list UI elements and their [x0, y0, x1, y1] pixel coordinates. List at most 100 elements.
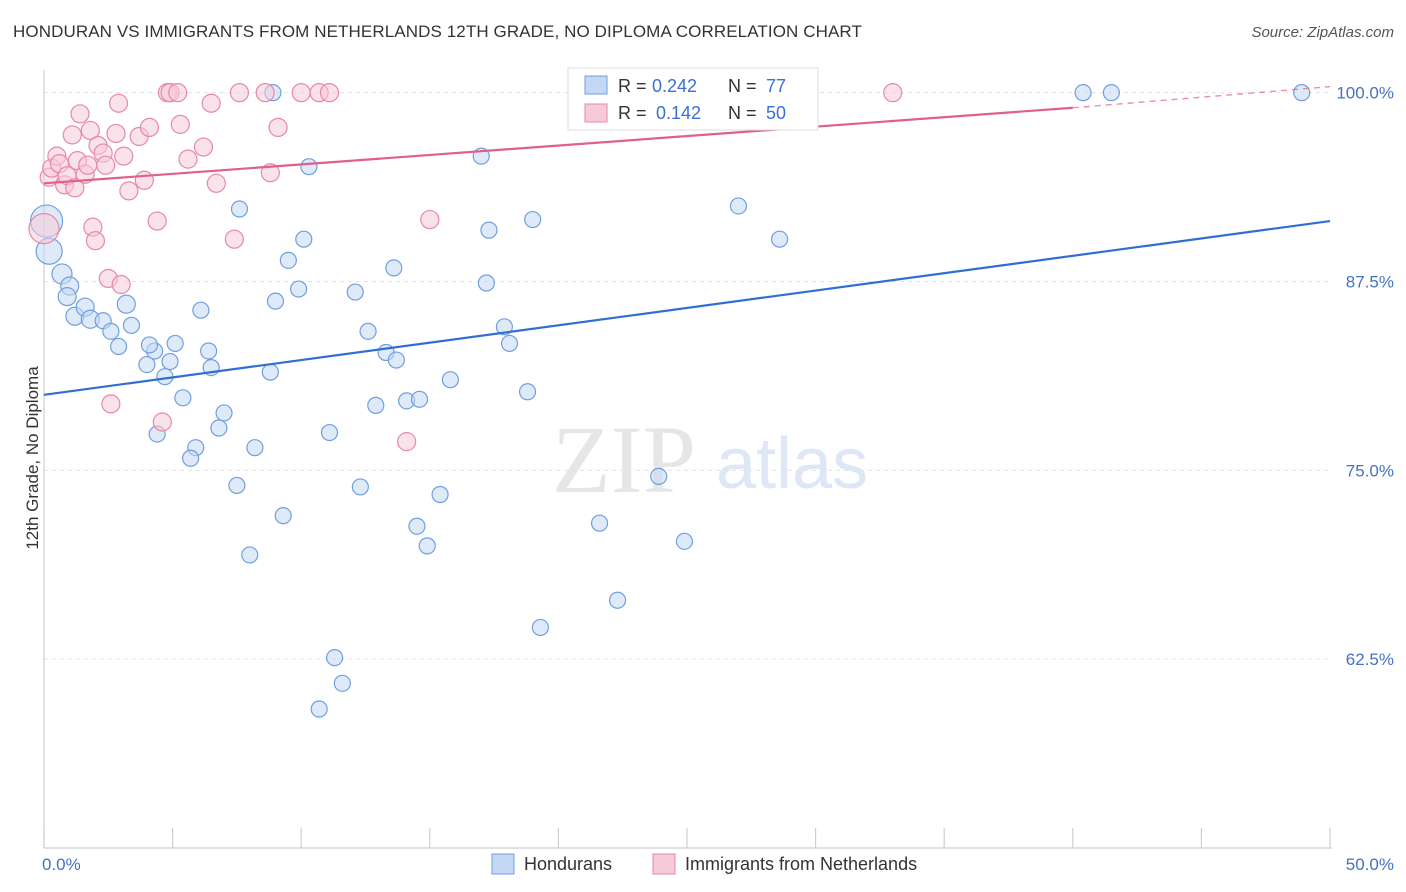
x-tick-label: 0.0%	[42, 855, 81, 874]
honduran-point	[531, 618, 549, 637]
netherlands-point	[62, 125, 82, 145]
honduran-point	[608, 591, 627, 609]
honduran-point	[387, 351, 405, 369]
honduran-point	[495, 318, 513, 336]
honduran-point	[518, 383, 537, 401]
honduran-point	[300, 158, 318, 176]
netherlands-point	[147, 211, 167, 231]
honduran-point	[477, 274, 495, 292]
honduran-point	[166, 334, 184, 353]
netherlands-point	[319, 83, 340, 103]
bottom-legend: Hondurans Immigrants from Netherlands	[491, 853, 917, 875]
netherlands-point	[291, 83, 311, 103]
legend: R = 0.242 N = 77 R = 0.142 N = 50	[567, 67, 819, 131]
legend-n-label: N =	[728, 103, 757, 123]
netherlands-point	[134, 170, 154, 190]
honduran-point	[729, 197, 748, 215]
netherlands-point	[85, 231, 106, 251]
y-tick-label: 75.0%	[1346, 461, 1394, 480]
y-axis-label: 12th Grade, No Diploma	[23, 366, 42, 550]
bottom-legend-hondurans: Hondurans	[524, 854, 612, 874]
honduran-point	[274, 507, 292, 525]
honduran-point	[246, 439, 264, 457]
netherlands-point	[28, 213, 60, 245]
netherlands-point	[78, 155, 98, 175]
honduran-point	[500, 334, 519, 353]
bottom-legend-swatch-netherlands	[652, 853, 676, 875]
netherlands-point	[119, 181, 139, 201]
legend-swatch-netherlands	[584, 103, 608, 123]
netherlands-point	[101, 394, 121, 414]
honduran-point	[359, 322, 377, 340]
x-tick-labels: 0.0% 50.0%	[42, 855, 1394, 874]
legend-box	[567, 67, 819, 131]
honduran-point	[140, 336, 159, 354]
honduran-point	[266, 292, 285, 310]
honduran-point	[1074, 84, 1092, 102]
honduran-point	[215, 404, 233, 422]
legend-n-label: N =	[728, 76, 757, 96]
netherlands-point	[80, 120, 100, 141]
netherlands-points	[28, 83, 903, 452]
honduran-point	[346, 283, 364, 301]
honduran-point	[351, 478, 369, 496]
honduran-point	[1102, 84, 1120, 102]
x-axis-ticks	[43, 828, 1331, 848]
honduran-point	[590, 514, 609, 532]
honduran-point	[290, 280, 308, 298]
netherlands-point	[193, 137, 214, 157]
netherlands-point	[229, 83, 250, 103]
honduran-point	[385, 259, 403, 277]
netherlands-point	[108, 93, 129, 113]
netherlands-point	[96, 155, 116, 175]
honduran-point	[650, 467, 668, 485]
netherlands-point	[260, 163, 280, 183]
honduran-point	[367, 396, 385, 414]
legend-r-label: R =	[618, 76, 647, 96]
bottom-legend-swatch-hondurans	[491, 853, 515, 875]
honduran-point	[228, 476, 246, 495]
netherlands-trend-line	[43, 106, 1073, 185]
bottom-legend-netherlands: Immigrants from Netherlands	[685, 854, 917, 874]
legend-r-hondurans: 0.242	[652, 76, 697, 96]
honduran-point	[295, 230, 313, 248]
x-tick-label: 50.0%	[1346, 855, 1394, 874]
netherlands-point	[139, 117, 160, 138]
honduran-point	[161, 352, 179, 371]
honduran-point	[1293, 84, 1311, 102]
honduran-point	[241, 546, 259, 564]
legend-n-hondurans: 77	[766, 76, 786, 96]
honduran-point	[431, 485, 449, 504]
honduran-point	[57, 287, 77, 307]
chart-source: Source: ZipAtlas.com	[1251, 24, 1394, 41]
honduran-point	[138, 355, 156, 374]
netherlands-point	[65, 178, 85, 198]
netherlands-point	[114, 146, 134, 166]
watermark: ZIP atlas	[552, 406, 868, 513]
y-tick-label: 87.5%	[1346, 272, 1394, 291]
y-tick-label: 62.5%	[1346, 650, 1394, 669]
netherlands-point	[178, 149, 198, 169]
netherlands-point	[201, 93, 221, 113]
netherlands-point	[168, 83, 188, 103]
netherlands-point	[70, 104, 90, 124]
honduran-point	[418, 537, 436, 555]
hondurans-trend-line	[43, 219, 1331, 396]
netherlands-point	[268, 117, 288, 138]
watermark-atlas: atlas	[716, 424, 868, 504]
y-tick-label: 100.0%	[1336, 84, 1394, 103]
netherlands-point	[111, 274, 131, 295]
honduran-point	[210, 419, 228, 437]
axes	[43, 70, 1332, 849]
honduran-point	[333, 674, 351, 692]
honduran-point	[102, 322, 120, 340]
netherlands-point	[106, 123, 126, 144]
honduran-point	[279, 251, 297, 269]
netherlands-point	[255, 83, 275, 103]
legend-n-netherlands: 50	[766, 103, 786, 123]
gridlines	[44, 92, 1330, 660]
honduran-point	[122, 316, 141, 334]
netherlands-point	[883, 83, 903, 103]
honduran-point	[174, 389, 192, 407]
legend-r-netherlands: 0.142	[656, 103, 701, 123]
